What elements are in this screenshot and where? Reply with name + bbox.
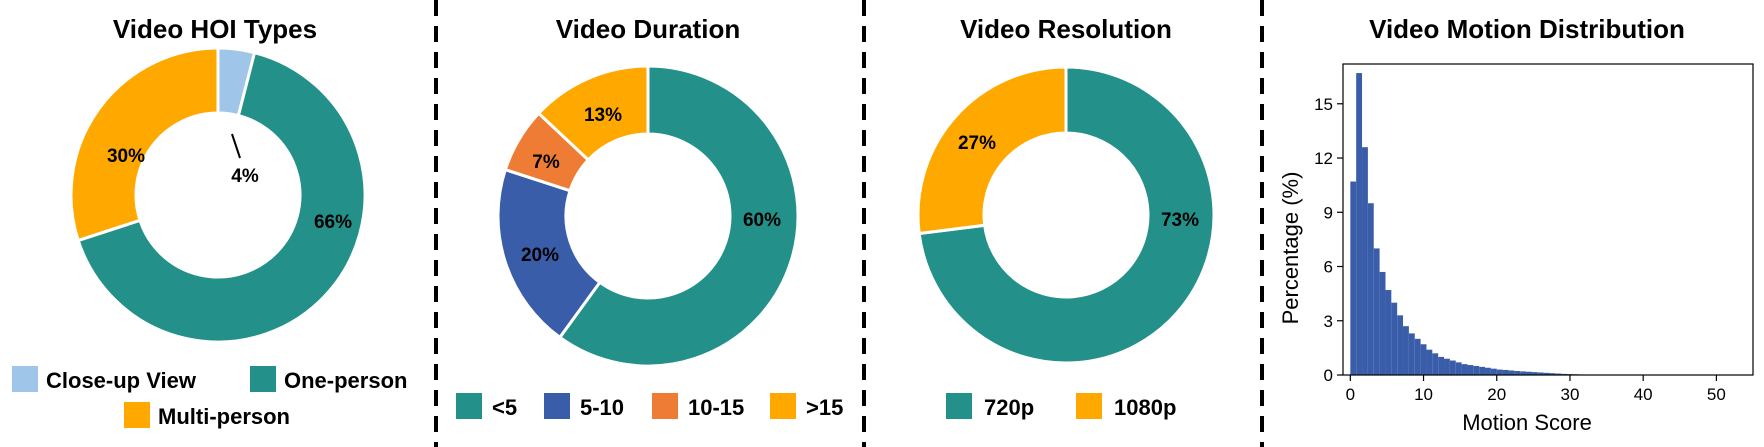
histogram-chart: 0 10 20 30 40 50 0 3 6 9 12 15 — [1314, 63, 1754, 404]
legend-swatch-10-15 — [652, 393, 678, 419]
legend-swatch-close-up — [12, 366, 38, 392]
legend-label-multi-person: Multi-person — [158, 404, 290, 429]
slice-label-5-10: 20% — [521, 245, 559, 266]
histogram-bar — [1531, 372, 1538, 375]
legend-label-10-15: 10-15 — [688, 395, 744, 420]
histogram-bar — [1362, 147, 1368, 375]
histogram-bar — [1408, 333, 1415, 375]
histogram-bar — [1350, 181, 1357, 375]
y-tick-label: 0 — [1324, 366, 1333, 385]
legend-label-1080p: 1080p — [1114, 395, 1176, 420]
slice-label-lt5: 60% — [743, 210, 781, 231]
donut-chart — [496, 64, 800, 368]
histogram-bar — [1514, 371, 1521, 375]
donut-panel-hoi-types: Video HOI Types 4% 66% 30% Close-up View… — [12, 14, 407, 429]
legend-label-one-person: One-person — [284, 368, 407, 393]
x-tick-label: 50 — [1707, 385, 1726, 404]
chart-title: Video HOI Types — [113, 14, 317, 44]
histogram-bar — [1420, 344, 1427, 375]
x-tick-label: 10 — [1414, 385, 1433, 404]
y-tick-label: 6 — [1324, 258, 1333, 277]
legend-swatch-gt15 — [770, 393, 796, 419]
legend-label-gt15: >15 — [806, 395, 843, 420]
y-tick-label: 15 — [1314, 95, 1333, 114]
slice-label-one-person: 66% — [314, 212, 352, 233]
donut-slice — [76, 50, 367, 344]
histogram-bar — [1391, 302, 1398, 375]
legend-label-5-10: 5-10 — [580, 395, 624, 420]
donut-panel-duration: Video Duration 60% 20% 7% 13% <5 5-10 10… — [456, 14, 843, 420]
donut-slice — [496, 167, 602, 340]
histogram-bar — [1520, 371, 1527, 375]
chart-title: Video Motion Distribution — [1369, 14, 1685, 44]
x-tick-label: 20 — [1487, 385, 1506, 404]
histogram-bar — [1485, 367, 1491, 375]
histogram-bar — [1379, 271, 1386, 375]
donut-panel-resolution: Video Resolution 73% 27% 720p 1080p — [916, 14, 1216, 420]
slice-label-close-up: 4% — [231, 166, 259, 187]
donut-slice — [916, 65, 1068, 236]
x-tick-label: 0 — [1346, 385, 1355, 404]
donut-slice — [536, 64, 650, 162]
histogram-bar — [1496, 369, 1503, 375]
histogram-bar — [1397, 315, 1404, 375]
histogram-bar — [1385, 290, 1392, 375]
x-tick-label: 40 — [1634, 385, 1653, 404]
slice-label-1080p: 27% — [958, 133, 996, 154]
histogram-bar — [1537, 372, 1544, 375]
legend-swatch-multi-person — [124, 402, 150, 428]
chart-title: Video Duration — [556, 14, 740, 44]
slice-label-10-15: 7% — [532, 152, 560, 173]
histogram-panel-motion: Video Motion Distribution 0 10 20 30 40 50 0 3 6… — [1278, 14, 1754, 435]
histogram-bar — [1444, 358, 1450, 375]
histogram-bar — [1549, 373, 1556, 375]
histogram-bar — [1461, 364, 1468, 375]
histogram-bar — [1526, 371, 1532, 375]
x-tick-label: 30 — [1561, 385, 1580, 404]
legend-swatch-1080p — [1076, 393, 1102, 419]
legend-swatch-lt5 — [456, 393, 482, 419]
x-axis-label: Motion Score — [1462, 410, 1592, 435]
histogram-bar — [1426, 349, 1433, 375]
y-tick-label: 3 — [1324, 312, 1333, 331]
chart-title: Video Resolution — [960, 14, 1172, 44]
histogram-bar — [1455, 362, 1462, 375]
slice-label-720p: 73% — [1161, 210, 1199, 231]
histogram-bar — [1432, 353, 1439, 375]
legend-swatch-one-person — [250, 366, 276, 392]
donut-chart — [69, 46, 367, 344]
donut-slice — [917, 65, 1216, 365]
histogram-bar — [1555, 373, 1562, 375]
histogram-bar — [1403, 326, 1409, 375]
histogram-bar — [1356, 73, 1363, 375]
histogram-bar — [1414, 338, 1421, 375]
plot-frame — [1342, 63, 1754, 376]
legend-label-720p: 720p — [984, 395, 1034, 420]
histogram-bar — [1449, 360, 1456, 375]
y-tick-label: 9 — [1324, 203, 1333, 222]
histogram-bar — [1543, 372, 1550, 375]
histogram-bar — [1438, 356, 1445, 375]
donut-chart — [916, 65, 1216, 365]
slice-label-gt15: 13% — [584, 105, 622, 126]
histogram-bar — [1502, 369, 1509, 375]
histogram-bar — [1367, 203, 1374, 375]
legend-swatch-720p — [946, 393, 972, 419]
legend-label-close-up: Close-up View — [46, 368, 197, 393]
legend-label-lt5: <5 — [492, 395, 517, 420]
histogram-bar — [1467, 365, 1474, 375]
slice-label-multi-person: 30% — [107, 146, 145, 167]
histogram-bar — [1490, 368, 1497, 375]
histogram-bar — [1508, 370, 1515, 375]
histogram-bar — [1473, 365, 1480, 375]
donut-slice — [69, 46, 220, 243]
histogram-bar — [1479, 366, 1486, 375]
y-tick-label: 12 — [1314, 149, 1333, 168]
y-axis-label: Percentage (%) — [1278, 172, 1303, 325]
leader-line — [231, 133, 241, 159]
donut-slice — [557, 64, 800, 368]
legend-swatch-5-10 — [544, 393, 570, 419]
histogram-bar — [1373, 248, 1380, 375]
